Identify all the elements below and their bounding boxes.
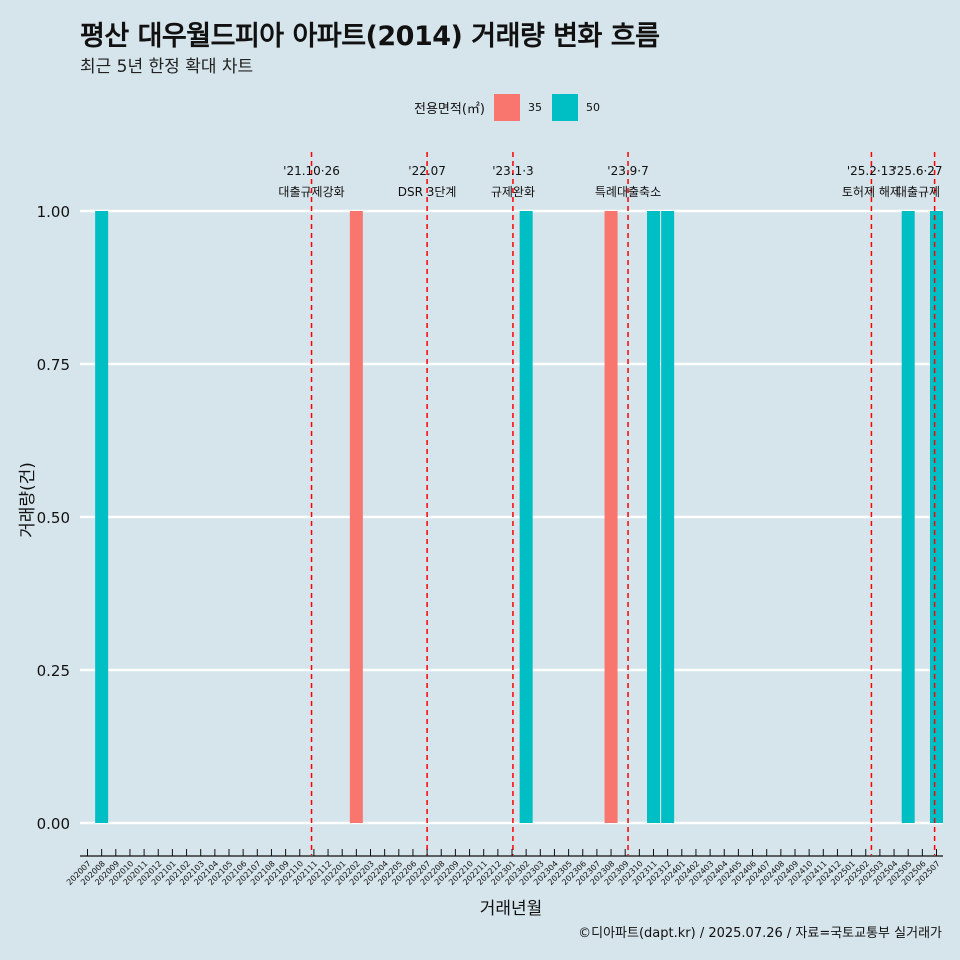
legend-title: 전용면적(㎡) bbox=[414, 101, 485, 117]
bar-35-202202 bbox=[349, 211, 363, 823]
event-date-label: '21.10·26 bbox=[283, 164, 340, 178]
event-date-label: '25.2·13 bbox=[847, 164, 896, 178]
y-axis-title: 거래량(건) bbox=[18, 462, 38, 538]
event-label: 토허제 해제 bbox=[842, 185, 901, 199]
event-label: 특례대출축소 bbox=[595, 185, 661, 199]
chart-title: 평산 대우월드피아 아파트(2014) 거래량 변화 흐름 bbox=[80, 21, 660, 52]
bar-50-202311 bbox=[647, 211, 660, 823]
chart-subtitle: 최근 5년 한정 확대 차트 bbox=[80, 57, 254, 77]
y-axis: 0.00 0.25 0.50 0.75 1.00 bbox=[37, 203, 70, 833]
bar-50-202312 bbox=[661, 211, 675, 823]
bar-35-202308 bbox=[604, 211, 618, 823]
y-tick-label: 0.50 bbox=[37, 509, 70, 527]
bar-50-202302 bbox=[519, 211, 533, 823]
bar-50-202505 bbox=[901, 211, 915, 823]
event-date-label: '23.1·3 bbox=[492, 164, 533, 178]
gridlines bbox=[80, 209, 943, 825]
x-axis: 2020072020082020092020102020112020122021… bbox=[65, 849, 943, 887]
event-label: 대출규제 bbox=[896, 185, 940, 199]
bar-50-202008 bbox=[95, 211, 109, 823]
legend-key-35 bbox=[493, 93, 520, 121]
event-lines: '21.10·26 대출규제강화 '22.07 DSR 3단계 '23.1·3 규제완화 '… bbox=[278, 152, 943, 855]
x-axis-title: 거래년월 bbox=[480, 899, 543, 919]
bars bbox=[95, 211, 943, 823]
event-date-label: '23.9·7 bbox=[607, 164, 648, 178]
y-tick-label: 0.75 bbox=[37, 356, 70, 374]
event-date-label: '22.07 bbox=[408, 164, 446, 178]
legend-key-50 bbox=[551, 93, 578, 121]
source-caption: ©디아파트(dapt.kr) / 2025.07.26 / 자료=국토교통부 실… bbox=[578, 926, 942, 941]
legend-label-50: 50 bbox=[585, 100, 600, 114]
y-tick-label: 0.00 bbox=[37, 815, 70, 833]
y-tick-label: 1.00 bbox=[37, 203, 70, 221]
y-tick-label: 0.25 bbox=[37, 662, 70, 680]
event-label: 대출규제강화 bbox=[278, 185, 344, 199]
event-date-label: '25.6·27 bbox=[893, 164, 942, 178]
event-label: 규제완화 bbox=[491, 185, 535, 199]
legend-label-35: 35 bbox=[527, 100, 542, 114]
bar-50-202507 bbox=[930, 211, 943, 823]
legend: 전용면적(㎡) 35 50 bbox=[414, 93, 610, 121]
event-label: DSR 3단계 bbox=[398, 185, 457, 199]
